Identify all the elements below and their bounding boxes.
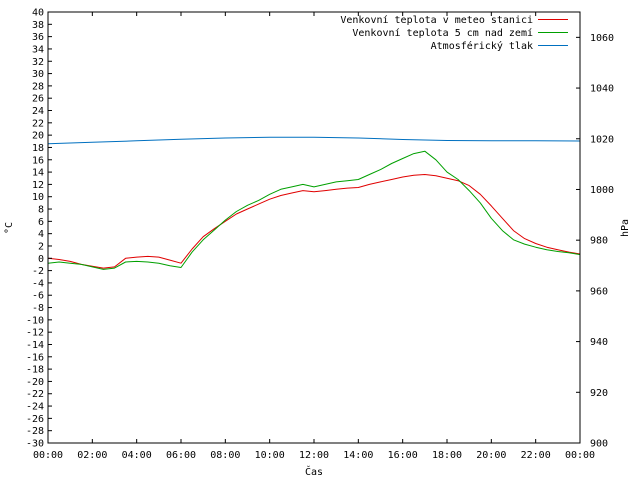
y-tick-label: -14: [26, 340, 44, 351]
y-tick-label: -8: [32, 303, 44, 314]
x-axis-tick-labels: 00:00 02:00 04:00 06:00 08:00 10:00 12:00 14:00…: [33, 450, 595, 461]
y-tick-label: 16: [32, 155, 44, 166]
y-tick-label: -6: [32, 291, 44, 302]
y2-tick-label: 1000: [590, 185, 614, 196]
y-tick-label: 12: [32, 180, 44, 191]
y-tick-label: 26: [32, 94, 44, 105]
x-tick-label: 16:00: [388, 450, 418, 461]
y-tick-label: 20: [32, 131, 44, 142]
y-tick-label: 4: [38, 229, 44, 240]
y-tick-label: -24: [26, 402, 44, 413]
x-tick-label: 00:00: [565, 450, 595, 461]
y-tick-label: 32: [32, 57, 44, 68]
y-tick-label: -26: [26, 414, 44, 425]
y-tick-label: 22: [32, 118, 44, 129]
series-line-2: [47, 150, 581, 270]
axis-ticks: [47, 11, 581, 444]
y-tick-label: -18: [26, 365, 44, 376]
x-tick-label: 00:00: [33, 450, 63, 461]
y-tick-label: 18: [32, 143, 44, 154]
legend-label: Atmosférický tlak: [431, 40, 533, 52]
y-tick-label: -12: [26, 328, 44, 339]
x-axis-title: Čas: [305, 465, 323, 478]
x-tick-label: 22:00: [521, 450, 551, 461]
y2-axis-title: hPa: [620, 219, 631, 237]
x-tick-label: 08:00: [210, 450, 240, 461]
y-axis-tick-labels: 4038363432302826242220181614121086420-2-…: [26, 8, 44, 450]
series-line-3: [47, 136, 581, 145]
y-tick-label: 28: [32, 81, 44, 92]
y2-axis-tick-labels: 1060 1040 1020 1000 980 960 940 920 900: [590, 33, 614, 450]
y-tick-label: 24: [32, 106, 44, 117]
y-tick-label: 10: [32, 192, 44, 203]
x-tick-label: 18:00: [432, 450, 462, 461]
y2-tick-label: 1040: [590, 84, 614, 95]
x-tick-label: 04:00: [122, 450, 152, 461]
y2-tick-label: 940: [590, 337, 608, 348]
x-tick-label: 02:00: [77, 450, 107, 461]
legend-label: Venkovní teplota 5 cm nad zemí: [352, 27, 533, 39]
y-tick-label: -20: [26, 377, 44, 388]
x-tick-label: 06:00: [166, 450, 196, 461]
y-tick-label: 0: [38, 254, 44, 265]
y2-tick-label: 980: [590, 236, 608, 247]
y-tick-label: 40: [32, 8, 44, 19]
y-tick-label: -10: [26, 315, 44, 326]
y-axis-title: °C: [4, 222, 15, 234]
y2-tick-label: 900: [590, 439, 608, 450]
series-line-1: [47, 174, 581, 269]
series-layer: [47, 136, 581, 270]
y-tick-label: 14: [32, 168, 44, 179]
y-tick-label: -28: [26, 426, 44, 437]
y-tick-label: 34: [32, 44, 44, 55]
x-tick-label: 20:00: [476, 450, 506, 461]
y-tick-label: -22: [26, 389, 44, 400]
y-tick-label: 8: [38, 205, 44, 216]
x-tick-label: 12:00: [299, 450, 329, 461]
y-tick-label: -4: [32, 278, 44, 289]
x-tick-label: 14:00: [343, 450, 373, 461]
y-tick-label: -2: [32, 266, 44, 277]
y2-tick-label: 1060: [590, 33, 614, 44]
y-tick-label: 36: [32, 32, 44, 43]
legend: Venkovní teplota v meteo staniciVenkovní…: [340, 14, 568, 52]
y-tick-label: 2: [38, 241, 44, 252]
legend-label: Venkovní teplota v meteo stanici: [340, 14, 533, 26]
y-tick-label: 6: [38, 217, 44, 228]
y-tick-label: -16: [26, 352, 44, 363]
y-tick-label: 30: [32, 69, 44, 80]
y-tick-label: -30: [26, 439, 44, 450]
y-tick-label: 38: [32, 20, 44, 31]
y2-tick-label: 1020: [590, 134, 614, 145]
x-tick-label: 10:00: [255, 450, 285, 461]
y2-tick-label: 920: [590, 388, 608, 399]
y2-tick-label: 960: [590, 286, 608, 297]
